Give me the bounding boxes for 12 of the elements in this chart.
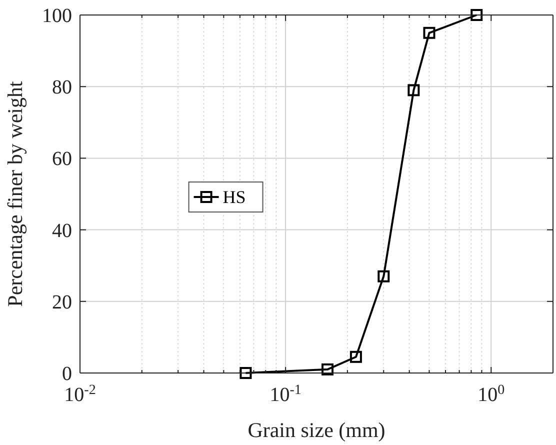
legend-label: HS bbox=[222, 187, 246, 207]
y-tick-label: 80 bbox=[52, 76, 72, 99]
y-axis-title: Percentage finer by weight bbox=[3, 81, 27, 307]
y-tick-label: 60 bbox=[52, 148, 72, 170]
y-tick-label: 40 bbox=[52, 220, 72, 242]
x-tick-label: 10$^{-2}$ bbox=[64, 382, 96, 406]
x-tick-label: 10$^{0}$ bbox=[478, 382, 505, 406]
y-tick-label: 20 bbox=[52, 291, 72, 314]
y-tick-label: 0 bbox=[62, 363, 72, 385]
y-tick-label: 100 bbox=[42, 5, 72, 27]
x-axis-title: Grain size (mm) bbox=[248, 418, 386, 442]
x-tick-label: 10$^{-1}$ bbox=[270, 382, 302, 406]
